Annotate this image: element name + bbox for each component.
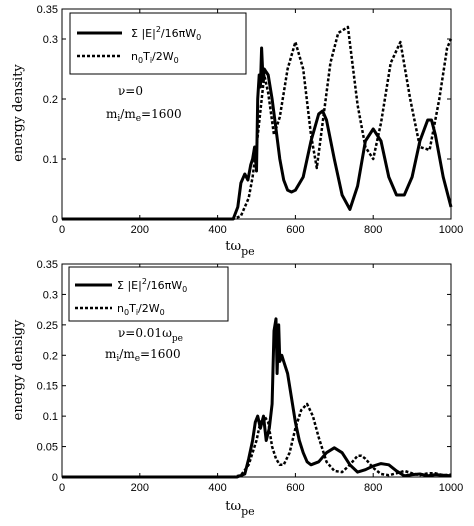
x-tick-label: 800 bbox=[364, 224, 382, 236]
x-tick-label: 0 bbox=[59, 224, 65, 236]
y-tick-label: 0.05 bbox=[37, 442, 58, 454]
y-tick-label: 0.35 bbox=[37, 259, 58, 271]
y-tick-label: 0.15 bbox=[37, 381, 58, 393]
y-tick-label: 0 bbox=[52, 214, 58, 226]
y-tick-label: 0.3 bbox=[43, 289, 58, 301]
y-tick-label: 0.1 bbox=[43, 154, 58, 166]
series-line-thermal-energy-bottom bbox=[62, 402, 452, 479]
x-tick-label: 400 bbox=[208, 224, 226, 236]
legend-box-bottom bbox=[68, 266, 229, 322]
x-tick-label: 800 bbox=[364, 482, 382, 494]
series-line-field-energy-bottom bbox=[62, 317, 452, 479]
panel-top: 0 200 400 600 800 1000 0 0.1 0.2 0.3 0.35 Σ |E|2/1… bbox=[11, 4, 463, 258]
legend-label-field-top: Σ |E|2/16πW0 bbox=[131, 25, 201, 42]
x-tick-label: 1000 bbox=[439, 224, 463, 236]
y-tick-label: 0.2 bbox=[43, 350, 58, 362]
y-axis-label-top: energy density bbox=[11, 64, 26, 162]
annotation-mass-ratio-bottom: mi/me=1600 bbox=[105, 347, 181, 364]
y-tick-label: 0.1 bbox=[43, 411, 58, 423]
y-axis-label-bottom: energy densigy bbox=[11, 319, 26, 420]
series-line-thermal-energy-top bbox=[62, 25, 453, 221]
x-tick-label: 1000 bbox=[439, 482, 463, 494]
legend-top: Σ |E|2/16πW0 n0Ti/2W0 bbox=[69, 12, 247, 75]
x-tick-label: 400 bbox=[208, 482, 226, 494]
y-tick-label: 0 bbox=[52, 472, 58, 484]
legend-label-thermal-top: n0Ti/2W0 bbox=[131, 50, 179, 65]
legend-label-thermal-bottom: n0Ti/2W0 bbox=[117, 302, 165, 317]
x-tick-label: 600 bbox=[286, 482, 304, 494]
x-tick-label: 600 bbox=[286, 224, 304, 236]
tick-layer-top: 0 200 400 600 800 1000 0 0.1 0.2 0.3 0.35 bbox=[37, 4, 464, 236]
x-tick-label: 0 bbox=[59, 482, 65, 494]
series-layer-bottom bbox=[62, 317, 452, 479]
y-tick-label: 0.25 bbox=[37, 320, 58, 332]
annotation-nu-bottom: ν=0.01ωpe bbox=[118, 326, 183, 344]
tick-layer-bottom: 0 200 400 600 800 1000 0 0.05 0.1 0.15 0.2 0.25 0.3 0… bbox=[37, 259, 464, 494]
legend-label-field-bottom: Σ |E|2/16πW0 bbox=[117, 277, 187, 294]
x-tick-label: 200 bbox=[131, 224, 149, 236]
legend-box-top bbox=[69, 12, 247, 75]
y-tick-label: 0.3 bbox=[43, 34, 58, 46]
x-axis-label-top: tωpe bbox=[225, 239, 254, 258]
annotation-mass-ratio-top: mi/me=1600 bbox=[106, 107, 182, 124]
series-layer-top bbox=[62, 25, 453, 221]
annotation-nu-top: ν=0 bbox=[118, 84, 143, 98]
y-tick-label: 0.2 bbox=[43, 94, 58, 106]
panel-bottom: 0 200 400 600 800 1000 0 0.05 0.1 0.15 0.2 0.25 0.3 0… bbox=[11, 259, 463, 518]
series-line-field-energy-top bbox=[62, 46, 453, 221]
x-tick-label: 200 bbox=[131, 482, 149, 494]
legend-bottom: Σ |E|2/16πW0 n0Ti/2W0 bbox=[68, 266, 229, 322]
y-tick-label: 0.35 bbox=[37, 4, 58, 16]
x-axis-label-bottom: tωpe bbox=[225, 499, 254, 518]
